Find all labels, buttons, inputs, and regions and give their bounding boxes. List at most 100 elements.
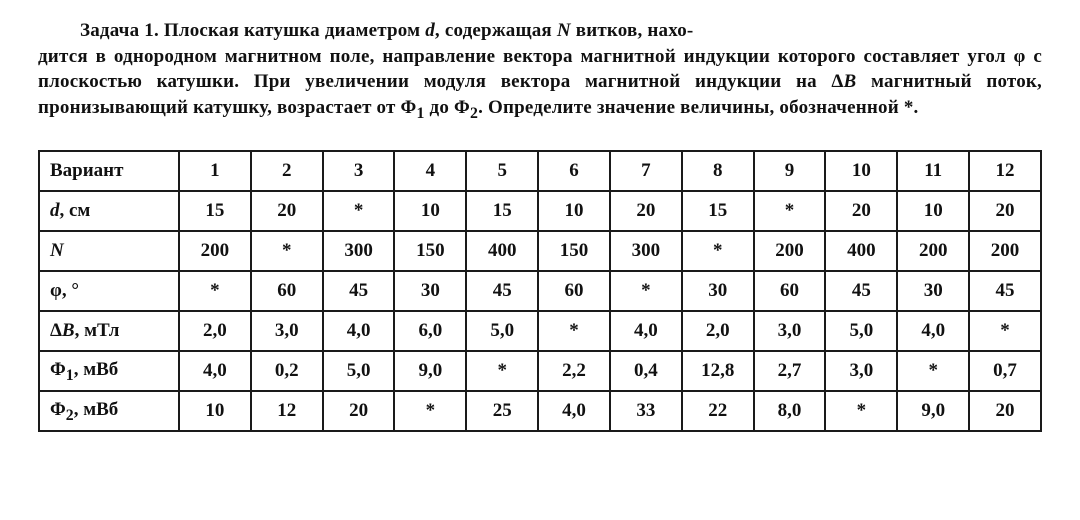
data-cell: 15 xyxy=(179,191,251,231)
sub-2: 2 xyxy=(470,105,478,122)
header-cell: 9 xyxy=(754,151,826,191)
data-cell: 200 xyxy=(754,231,826,271)
data-cell: 45 xyxy=(825,271,897,311)
header-cell: 8 xyxy=(682,151,754,191)
data-cell: 20 xyxy=(323,391,395,431)
data-cell: 2,0 xyxy=(682,311,754,351)
data-cell: 30 xyxy=(682,271,754,311)
page-container: Задача 1. Плоская катушка диаметром d, с… xyxy=(0,0,1080,432)
data-cell: 4,0 xyxy=(538,391,610,431)
header-cell: 7 xyxy=(610,151,682,191)
data-cell: 25 xyxy=(466,391,538,431)
data-cell: * xyxy=(251,231,323,271)
table-row: N200*300150400150300*200400200200 xyxy=(39,231,1041,271)
data-cell: 9,0 xyxy=(394,351,466,391)
data-cell: 200 xyxy=(179,231,251,271)
table-body: d, см1520*1015102015*201020N200*30015040… xyxy=(39,191,1041,431)
data-cell: * xyxy=(323,191,395,231)
symbol-n: N xyxy=(557,20,571,41)
data-cell: 60 xyxy=(754,271,826,311)
data-cell: * xyxy=(825,391,897,431)
data-cell: 2,7 xyxy=(754,351,826,391)
data-cell: 10 xyxy=(538,191,610,231)
problem-text-6: . Определите значение величины, обозначе… xyxy=(478,97,918,118)
header-cell: 12 xyxy=(969,151,1041,191)
data-cell: 200 xyxy=(897,231,969,271)
data-cell: 150 xyxy=(394,231,466,271)
data-cell: 0,4 xyxy=(610,351,682,391)
row-label-cell: Φ2, мВб xyxy=(39,391,179,431)
data-cell: 6,0 xyxy=(394,311,466,351)
data-cell: 45 xyxy=(323,271,395,311)
data-cell: 300 xyxy=(323,231,395,271)
data-cell: 20 xyxy=(825,191,897,231)
table-row: d, см1520*1015102015*201020 xyxy=(39,191,1041,231)
data-cell: 300 xyxy=(610,231,682,271)
data-cell: 2,2 xyxy=(538,351,610,391)
data-cell: 8,0 xyxy=(754,391,826,431)
row-label-cell: φ, ° xyxy=(39,271,179,311)
table-row: φ, °*6045304560*3060453045 xyxy=(39,271,1041,311)
data-cell: 5,0 xyxy=(323,351,395,391)
data-cell: * xyxy=(969,311,1041,351)
data-cell: * xyxy=(538,311,610,351)
header-cell: 3 xyxy=(323,151,395,191)
data-cell: * xyxy=(179,271,251,311)
data-cell: * xyxy=(610,271,682,311)
data-cell: 4,0 xyxy=(610,311,682,351)
data-cell: 5,0 xyxy=(825,311,897,351)
data-cell: 2,0 xyxy=(179,311,251,351)
header-cell: 4 xyxy=(394,151,466,191)
row-label-cell: N xyxy=(39,231,179,271)
data-cell: 10 xyxy=(394,191,466,231)
symbol-d: d xyxy=(425,20,435,41)
data-cell: * xyxy=(466,351,538,391)
header-cell: 11 xyxy=(897,151,969,191)
data-cell: 400 xyxy=(825,231,897,271)
sub-1: 1 xyxy=(416,105,424,122)
data-cell: 20 xyxy=(969,391,1041,431)
data-cell: 0,7 xyxy=(969,351,1041,391)
header-cell: 5 xyxy=(466,151,538,191)
problem-label: Задача 1. xyxy=(80,20,159,41)
data-cell: 400 xyxy=(466,231,538,271)
problem-text-3a: витков, нахо- xyxy=(571,20,694,41)
data-cell: 60 xyxy=(251,271,323,311)
data-cell: 12,8 xyxy=(682,351,754,391)
data-cell: 12 xyxy=(251,391,323,431)
data-cell: 10 xyxy=(179,391,251,431)
data-cell: 30 xyxy=(897,271,969,311)
header-cell: 1 xyxy=(179,151,251,191)
table-header-row: Вариант 1 2 3 4 5 6 7 8 9 10 11 12 xyxy=(39,151,1041,191)
problem-text-5: до Φ xyxy=(425,97,470,118)
data-cell: 0,2 xyxy=(251,351,323,391)
data-cell: 3,0 xyxy=(251,311,323,351)
table-row: Φ1, мВб4,00,25,09,0*2,20,412,82,73,0*0,7 xyxy=(39,351,1041,391)
data-cell: 60 xyxy=(538,271,610,311)
data-cell: 20 xyxy=(969,191,1041,231)
data-cell: 5,0 xyxy=(466,311,538,351)
data-cell: * xyxy=(754,191,826,231)
data-cell: 200 xyxy=(969,231,1041,271)
table-row: ΔB, мТл2,03,04,06,05,0*4,02,03,05,04,0* xyxy=(39,311,1041,351)
data-cell: 9,0 xyxy=(897,391,969,431)
problem-text-2: , содержащая xyxy=(435,20,557,41)
symbol-b: B xyxy=(844,71,857,92)
data-cell: * xyxy=(897,351,969,391)
data-cell: 20 xyxy=(251,191,323,231)
data-cell: 4,0 xyxy=(323,311,395,351)
data-cell: 150 xyxy=(538,231,610,271)
row-label-cell: Φ1, мВб xyxy=(39,351,179,391)
header-cell: 6 xyxy=(538,151,610,191)
header-label-cell: Вариант xyxy=(39,151,179,191)
row-label-cell: d, см xyxy=(39,191,179,231)
data-cell: 30 xyxy=(394,271,466,311)
data-cell: 4,0 xyxy=(179,351,251,391)
table-row: Φ2, мВб101220*254,033228,0*9,020 xyxy=(39,391,1041,431)
data-cell: 45 xyxy=(466,271,538,311)
header-cell: 10 xyxy=(825,151,897,191)
data-cell: 45 xyxy=(969,271,1041,311)
data-cell: 15 xyxy=(466,191,538,231)
data-cell: 4,0 xyxy=(897,311,969,351)
data-cell: * xyxy=(682,231,754,271)
